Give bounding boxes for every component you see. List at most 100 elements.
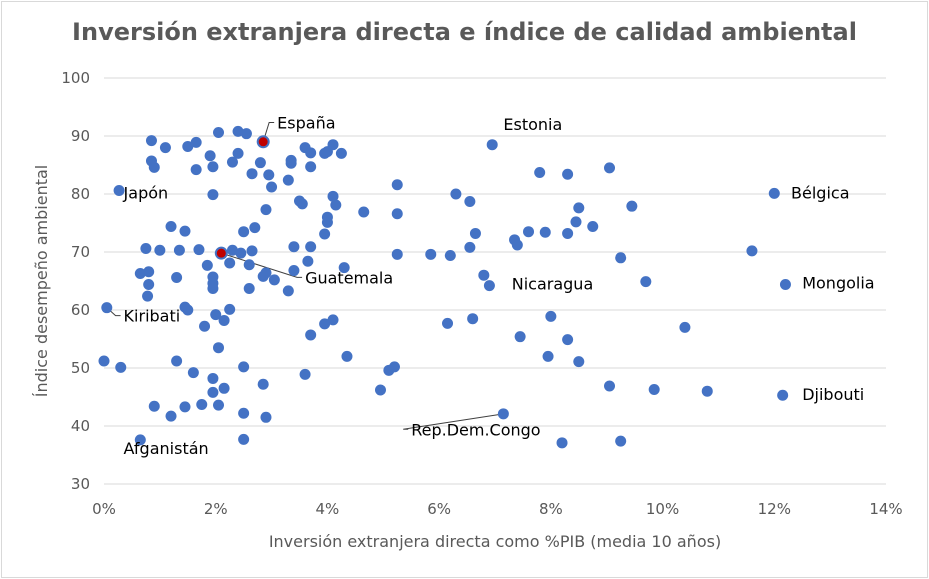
y-tick-label: 40 [71, 417, 90, 435]
data-point [182, 304, 194, 316]
data-point [319, 318, 331, 330]
data-point [288, 241, 300, 253]
data-point [113, 185, 125, 197]
data-point [154, 244, 166, 256]
data-point [140, 243, 152, 255]
data-point [260, 267, 272, 279]
annotation-label: Afganistán [124, 439, 209, 458]
data-point [207, 189, 219, 201]
y-tick-label: 70 [71, 243, 90, 261]
data-point [285, 154, 297, 166]
data-point [425, 248, 437, 260]
data-point [330, 199, 342, 211]
x-tick-label: 0% [92, 500, 116, 518]
annotation-label: Djibouti [802, 385, 864, 404]
annotation-label: Rep.Dem.Congo [411, 420, 540, 439]
highlight-point [214, 246, 228, 260]
data-point [327, 190, 339, 202]
data-point [145, 135, 157, 147]
data-point [282, 285, 294, 297]
data-point [207, 372, 219, 384]
data-point [746, 245, 758, 257]
data-point [218, 382, 230, 394]
annotations: España Estonia Japón Bélgica Guatemala Nicara… [123, 113, 875, 457]
data-point [207, 283, 219, 295]
data-point [542, 350, 554, 362]
y-tick-label: 30 [71, 475, 90, 493]
data-point [648, 383, 660, 395]
data-point [534, 167, 546, 179]
data-point [335, 147, 347, 159]
data-point [179, 401, 191, 413]
data-point [511, 239, 523, 251]
data-point [115, 361, 127, 373]
data-point [224, 257, 236, 269]
data-point [305, 147, 317, 159]
data-point [391, 248, 403, 260]
data-point [98, 355, 110, 367]
highlight-point [256, 135, 270, 149]
data-point [450, 188, 462, 200]
data-point [210, 309, 222, 321]
y-axis-label: Índice desempeño ambiental [32, 165, 51, 397]
data-point [539, 226, 551, 238]
data-point [701, 385, 713, 397]
data-point [196, 399, 208, 411]
annotation-label: Estonia [503, 115, 562, 134]
data-point [235, 247, 247, 259]
data-point [143, 266, 155, 278]
data-point [224, 303, 236, 315]
data-point [615, 435, 627, 447]
data-point [523, 226, 535, 238]
data-point [299, 368, 311, 380]
data-point [238, 226, 250, 238]
data-point [679, 321, 691, 333]
data-point [142, 290, 154, 302]
data-point [305, 241, 317, 253]
x-tick-label: 6% [427, 500, 451, 518]
data-points [98, 125, 791, 449]
data-point [190, 164, 202, 176]
x-tick-label: 10% [646, 500, 679, 518]
data-point [213, 127, 225, 139]
y-tick-labels: 30 40 50 60 70 80 90 100 [61, 69, 90, 493]
data-point [626, 200, 638, 212]
y-tick-label: 50 [71, 359, 90, 377]
data-point [358, 206, 370, 218]
data-point [226, 156, 238, 168]
data-point [182, 140, 194, 152]
data-point [573, 202, 585, 214]
data-point [257, 378, 269, 390]
data-point [268, 274, 280, 286]
data-point [199, 320, 211, 332]
data-point [232, 147, 244, 159]
data-point [213, 342, 225, 354]
data-point [193, 244, 205, 256]
data-point [134, 434, 146, 446]
data-point [640, 276, 652, 288]
data-point [266, 181, 278, 193]
data-point [134, 267, 146, 279]
data-point [165, 220, 177, 232]
data-point [388, 361, 400, 373]
data-point [570, 216, 582, 228]
annotation-label: Japón [123, 184, 169, 203]
data-point [338, 262, 350, 274]
data-point [187, 367, 199, 379]
data-point [483, 280, 495, 292]
data-point [464, 196, 476, 208]
x-tick-label: 4% [316, 500, 340, 518]
data-point [148, 400, 160, 412]
gridlines [104, 77, 886, 485]
annotation-leader [262, 121, 275, 142]
data-point [562, 227, 574, 239]
data-point [464, 241, 476, 253]
data-point [282, 174, 294, 186]
data-point [777, 389, 789, 401]
data-point [305, 161, 317, 173]
data-point [246, 168, 258, 180]
annotation-leader [403, 413, 504, 430]
y-tick-label: 60 [71, 301, 90, 319]
data-point [497, 408, 509, 420]
